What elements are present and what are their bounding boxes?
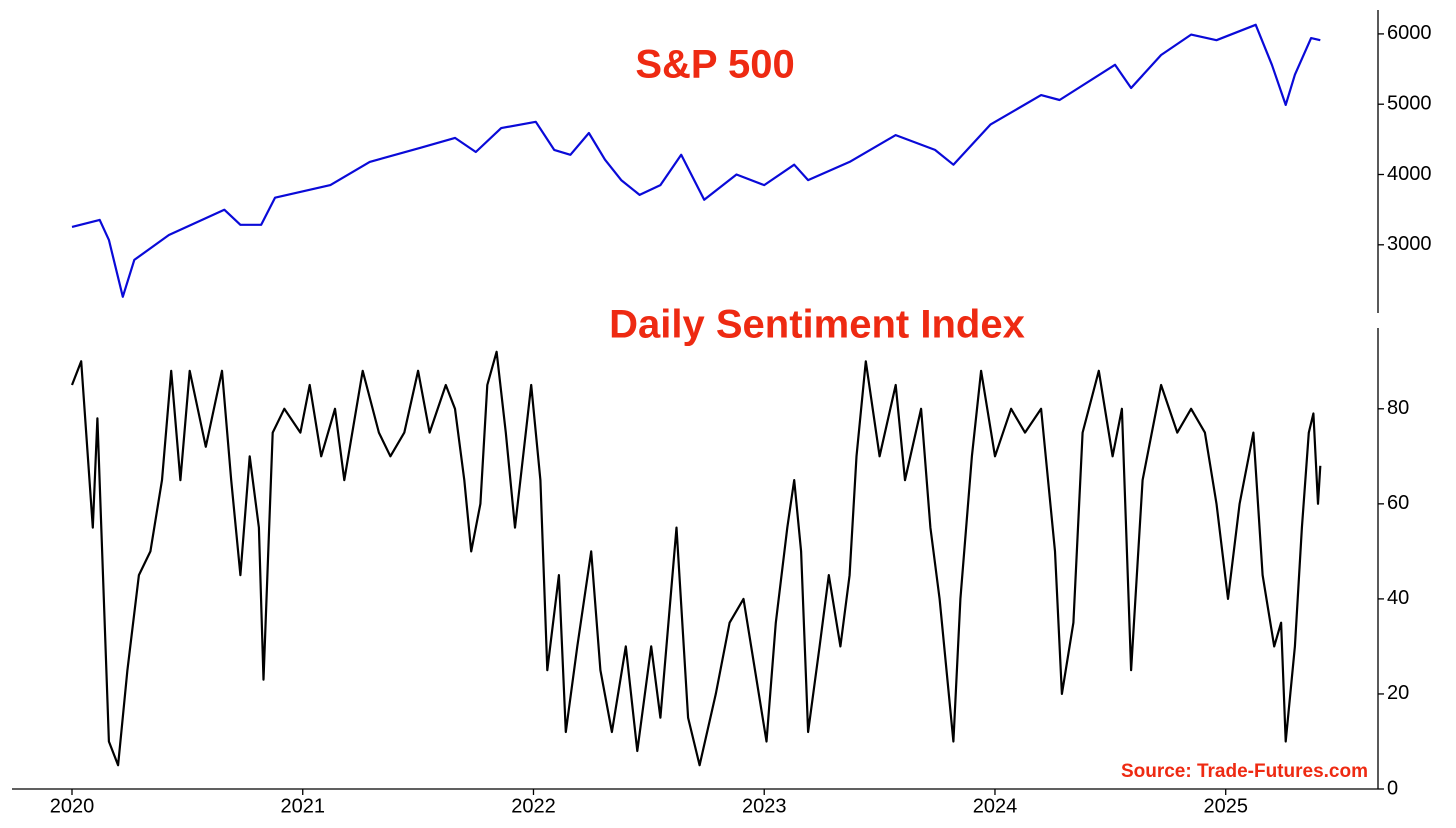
y-tick-label: 20 — [1387, 682, 1409, 704]
y-tick-label: 40 — [1387, 587, 1409, 609]
y-tick-label: 6000 — [1387, 22, 1432, 44]
data-line — [70, 350, 1322, 767]
x-tick-label: 2022 — [511, 795, 556, 817]
y-tick-label: 60 — [1387, 492, 1409, 514]
y-tick-label: 0 — [1387, 777, 1398, 799]
x-tick-label: 2025 — [1203, 795, 1248, 817]
y-tick-label: 4000 — [1387, 163, 1432, 185]
data-line — [71, 23, 1321, 298]
chart-title: Daily Sentiment Index — [609, 303, 1025, 347]
y-tick-label: 80 — [1387, 397, 1409, 419]
x-tick-label: 2021 — [280, 795, 325, 817]
x-tick-label: 2023 — [742, 795, 787, 817]
chart-title: S&P 500 — [635, 43, 794, 87]
y-tick-label: 3000 — [1387, 233, 1432, 255]
x-tick-label: 2020 — [50, 795, 95, 817]
y-tick-label: 5000 — [1387, 92, 1432, 114]
x-tick-label: 2024 — [973, 795, 1018, 817]
source-note: Source: Trade-Futures.com — [1121, 761, 1368, 782]
